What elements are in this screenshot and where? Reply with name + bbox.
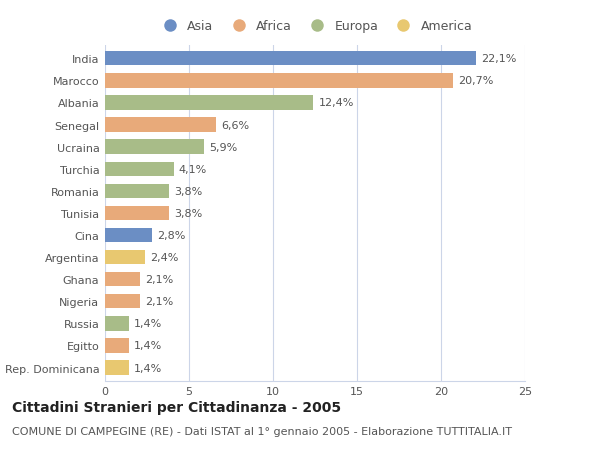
Text: 20,7%: 20,7% xyxy=(458,76,493,86)
Text: 2,1%: 2,1% xyxy=(145,297,173,307)
Text: Cittadini Stranieri per Cittadinanza - 2005: Cittadini Stranieri per Cittadinanza - 2… xyxy=(12,400,341,414)
Bar xyxy=(105,206,169,221)
Bar xyxy=(105,317,128,331)
Bar xyxy=(105,184,169,199)
Bar xyxy=(105,74,453,88)
Legend: Asia, Africa, Europa, America: Asia, Africa, Europa, America xyxy=(157,20,473,33)
Bar xyxy=(105,96,313,110)
Text: 22,1%: 22,1% xyxy=(481,54,517,64)
Text: 3,8%: 3,8% xyxy=(174,208,202,218)
Bar xyxy=(105,294,140,309)
Bar xyxy=(105,272,140,287)
Bar xyxy=(105,250,145,265)
Text: 1,4%: 1,4% xyxy=(134,319,162,329)
Text: 2,8%: 2,8% xyxy=(157,230,185,241)
Text: 2,1%: 2,1% xyxy=(145,274,173,285)
Text: 1,4%: 1,4% xyxy=(134,363,162,373)
Text: 12,4%: 12,4% xyxy=(319,98,354,108)
Bar xyxy=(105,339,128,353)
Text: 1,4%: 1,4% xyxy=(134,341,162,351)
Text: 4,1%: 4,1% xyxy=(179,164,207,174)
Bar xyxy=(105,228,152,243)
Text: COMUNE DI CAMPEGINE (RE) - Dati ISTAT al 1° gennaio 2005 - Elaborazione TUTTITAL: COMUNE DI CAMPEGINE (RE) - Dati ISTAT al… xyxy=(12,426,512,436)
Bar xyxy=(105,162,174,177)
Bar xyxy=(105,52,476,66)
Text: 5,9%: 5,9% xyxy=(209,142,238,152)
Bar xyxy=(105,118,216,133)
Text: 6,6%: 6,6% xyxy=(221,120,249,130)
Bar xyxy=(105,361,128,375)
Text: 3,8%: 3,8% xyxy=(174,186,202,196)
Bar xyxy=(105,140,204,155)
Text: 2,4%: 2,4% xyxy=(151,252,179,263)
